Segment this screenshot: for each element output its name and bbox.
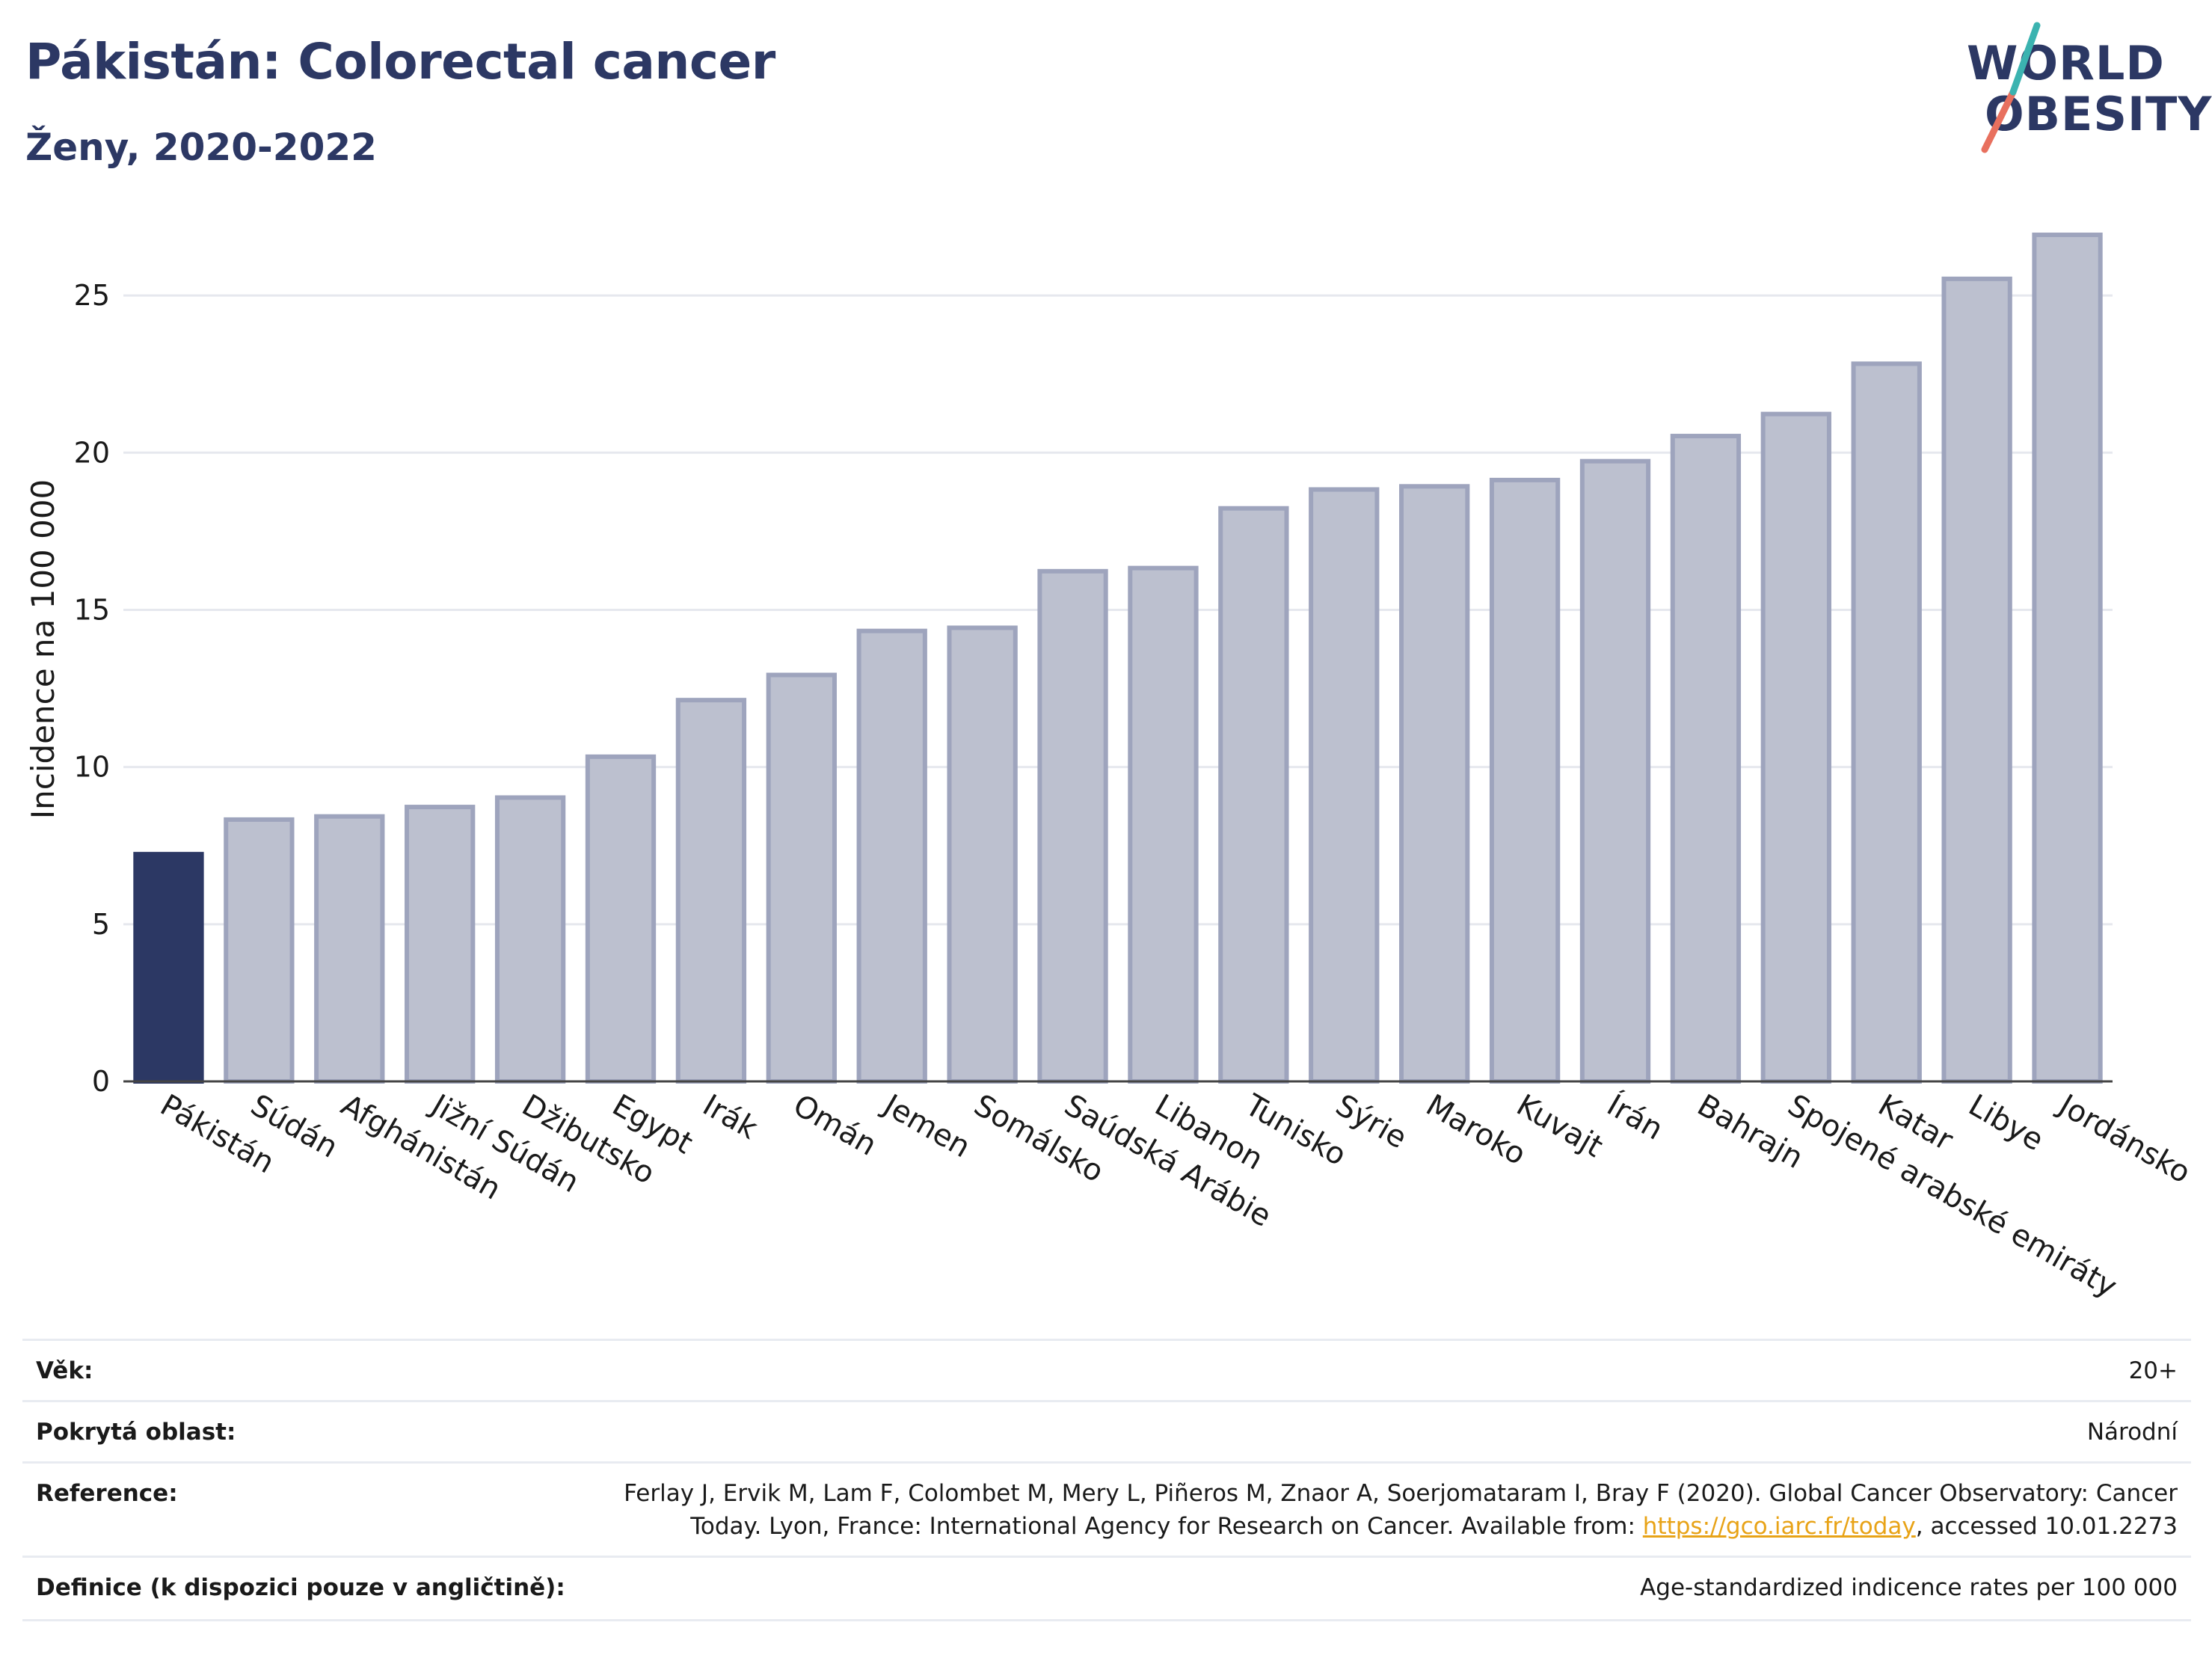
page-subtitle: Ženy, 2020-2022: [25, 126, 377, 169]
bar-18: [1760, 411, 1831, 1084]
x-tick-label: Jordánsko: [2051, 1087, 2196, 1191]
bar-3: [405, 805, 476, 1084]
bar-chart: 0 5 10 15 20 25 PákistánSúdánAfghánistánJižní…: [25, 233, 2196, 1304]
y-tick-label: 0: [92, 1065, 110, 1098]
bar-10: [1037, 568, 1108, 1084]
bar-16: [1579, 458, 1651, 1084]
bar-14: [1399, 484, 1470, 1084]
chart-bars: [133, 233, 2103, 1084]
bar-20: [1941, 276, 2012, 1084]
reference-link[interactable]: https://gco.iarc.fr/today: [1642, 1513, 1916, 1540]
bar-21: [2032, 233, 2103, 1084]
bar-12: [1218, 506, 1289, 1084]
x-tick-label: Irák: [697, 1088, 764, 1146]
y-tick-label: 25: [74, 279, 110, 312]
y-tick-label: 5: [92, 908, 110, 941]
bar-19: [1851, 361, 1922, 1084]
bar-9: [947, 625, 1018, 1084]
age-value: 20+: [2128, 1357, 2178, 1384]
bar-13: [1309, 487, 1380, 1084]
reference-line-2-end: , accessed 10.01.2273: [1915, 1513, 2178, 1540]
y-tick-label: 10: [74, 751, 110, 784]
bar-1: [224, 817, 295, 1084]
x-tick-label: Maroko: [1420, 1088, 1531, 1172]
bar-11: [1128, 565, 1199, 1084]
page-title: Pákistán: Colorectal cancer: [25, 33, 775, 90]
reference-value: Ferlay J, Ervik M, Lam F, Colombet M, Me…: [383, 1477, 2178, 1543]
info-row-definition: Definice (k dispozici pouze v angličtině…: [22, 1556, 2191, 1621]
area-value: Národní: [2086, 1419, 2178, 1446]
bar-6: [675, 698, 747, 1084]
info-row-age: Věk: 20+: [22, 1339, 2191, 1402]
bar-8: [856, 628, 927, 1084]
logo-line-2: OBESITY: [1985, 87, 2212, 141]
y-tick-label: 20: [74, 436, 110, 469]
definition-label: Definice (k dispozici pouze v angličtině…: [36, 1574, 565, 1601]
logo-line-1: WORLD: [1967, 36, 2165, 90]
bar-0: [133, 852, 204, 1084]
logo-slash-icon: [1981, 22, 2041, 153]
reference-line-1: Ferlay J, Ervik M, Lam F, Colombet M, Me…: [624, 1480, 2178, 1507]
bar-17: [1670, 434, 1742, 1084]
x-tick-label: Omán: [787, 1088, 882, 1163]
y-axis-ticks: 0 5 10 15 20 25: [74, 279, 110, 1098]
world-obesity-logo: WORLD OBESITY: [1944, 21, 2211, 156]
definition-value: Age-standardized indicence rates per 100…: [1640, 1574, 2178, 1601]
x-tick-label: Jemen: [876, 1087, 976, 1164]
info-row-reference: Reference: Ferlay J, Ervik M, Lam F, Col…: [22, 1461, 2191, 1558]
bar-15: [1489, 477, 1561, 1084]
area-label: Pokrytá oblast:: [36, 1419, 236, 1446]
reference-label: Reference:: [36, 1480, 178, 1507]
info-row-area: Pokrytá oblast: Národní: [22, 1400, 2191, 1464]
bar-5: [585, 754, 657, 1084]
bar-7: [766, 672, 837, 1084]
y-tick-label: 15: [74, 593, 110, 626]
bar-4: [494, 795, 566, 1084]
age-label: Věk:: [36, 1357, 93, 1384]
x-tick-label: Libye: [1963, 1088, 2050, 1158]
reference-line-2-start: Today. Lyon, France: International Agenc…: [690, 1513, 1643, 1540]
x-tick-label: Írán: [1601, 1087, 1670, 1147]
bar-2: [314, 814, 385, 1084]
y-axis-label: Incidence na 100 000: [25, 479, 61, 820]
